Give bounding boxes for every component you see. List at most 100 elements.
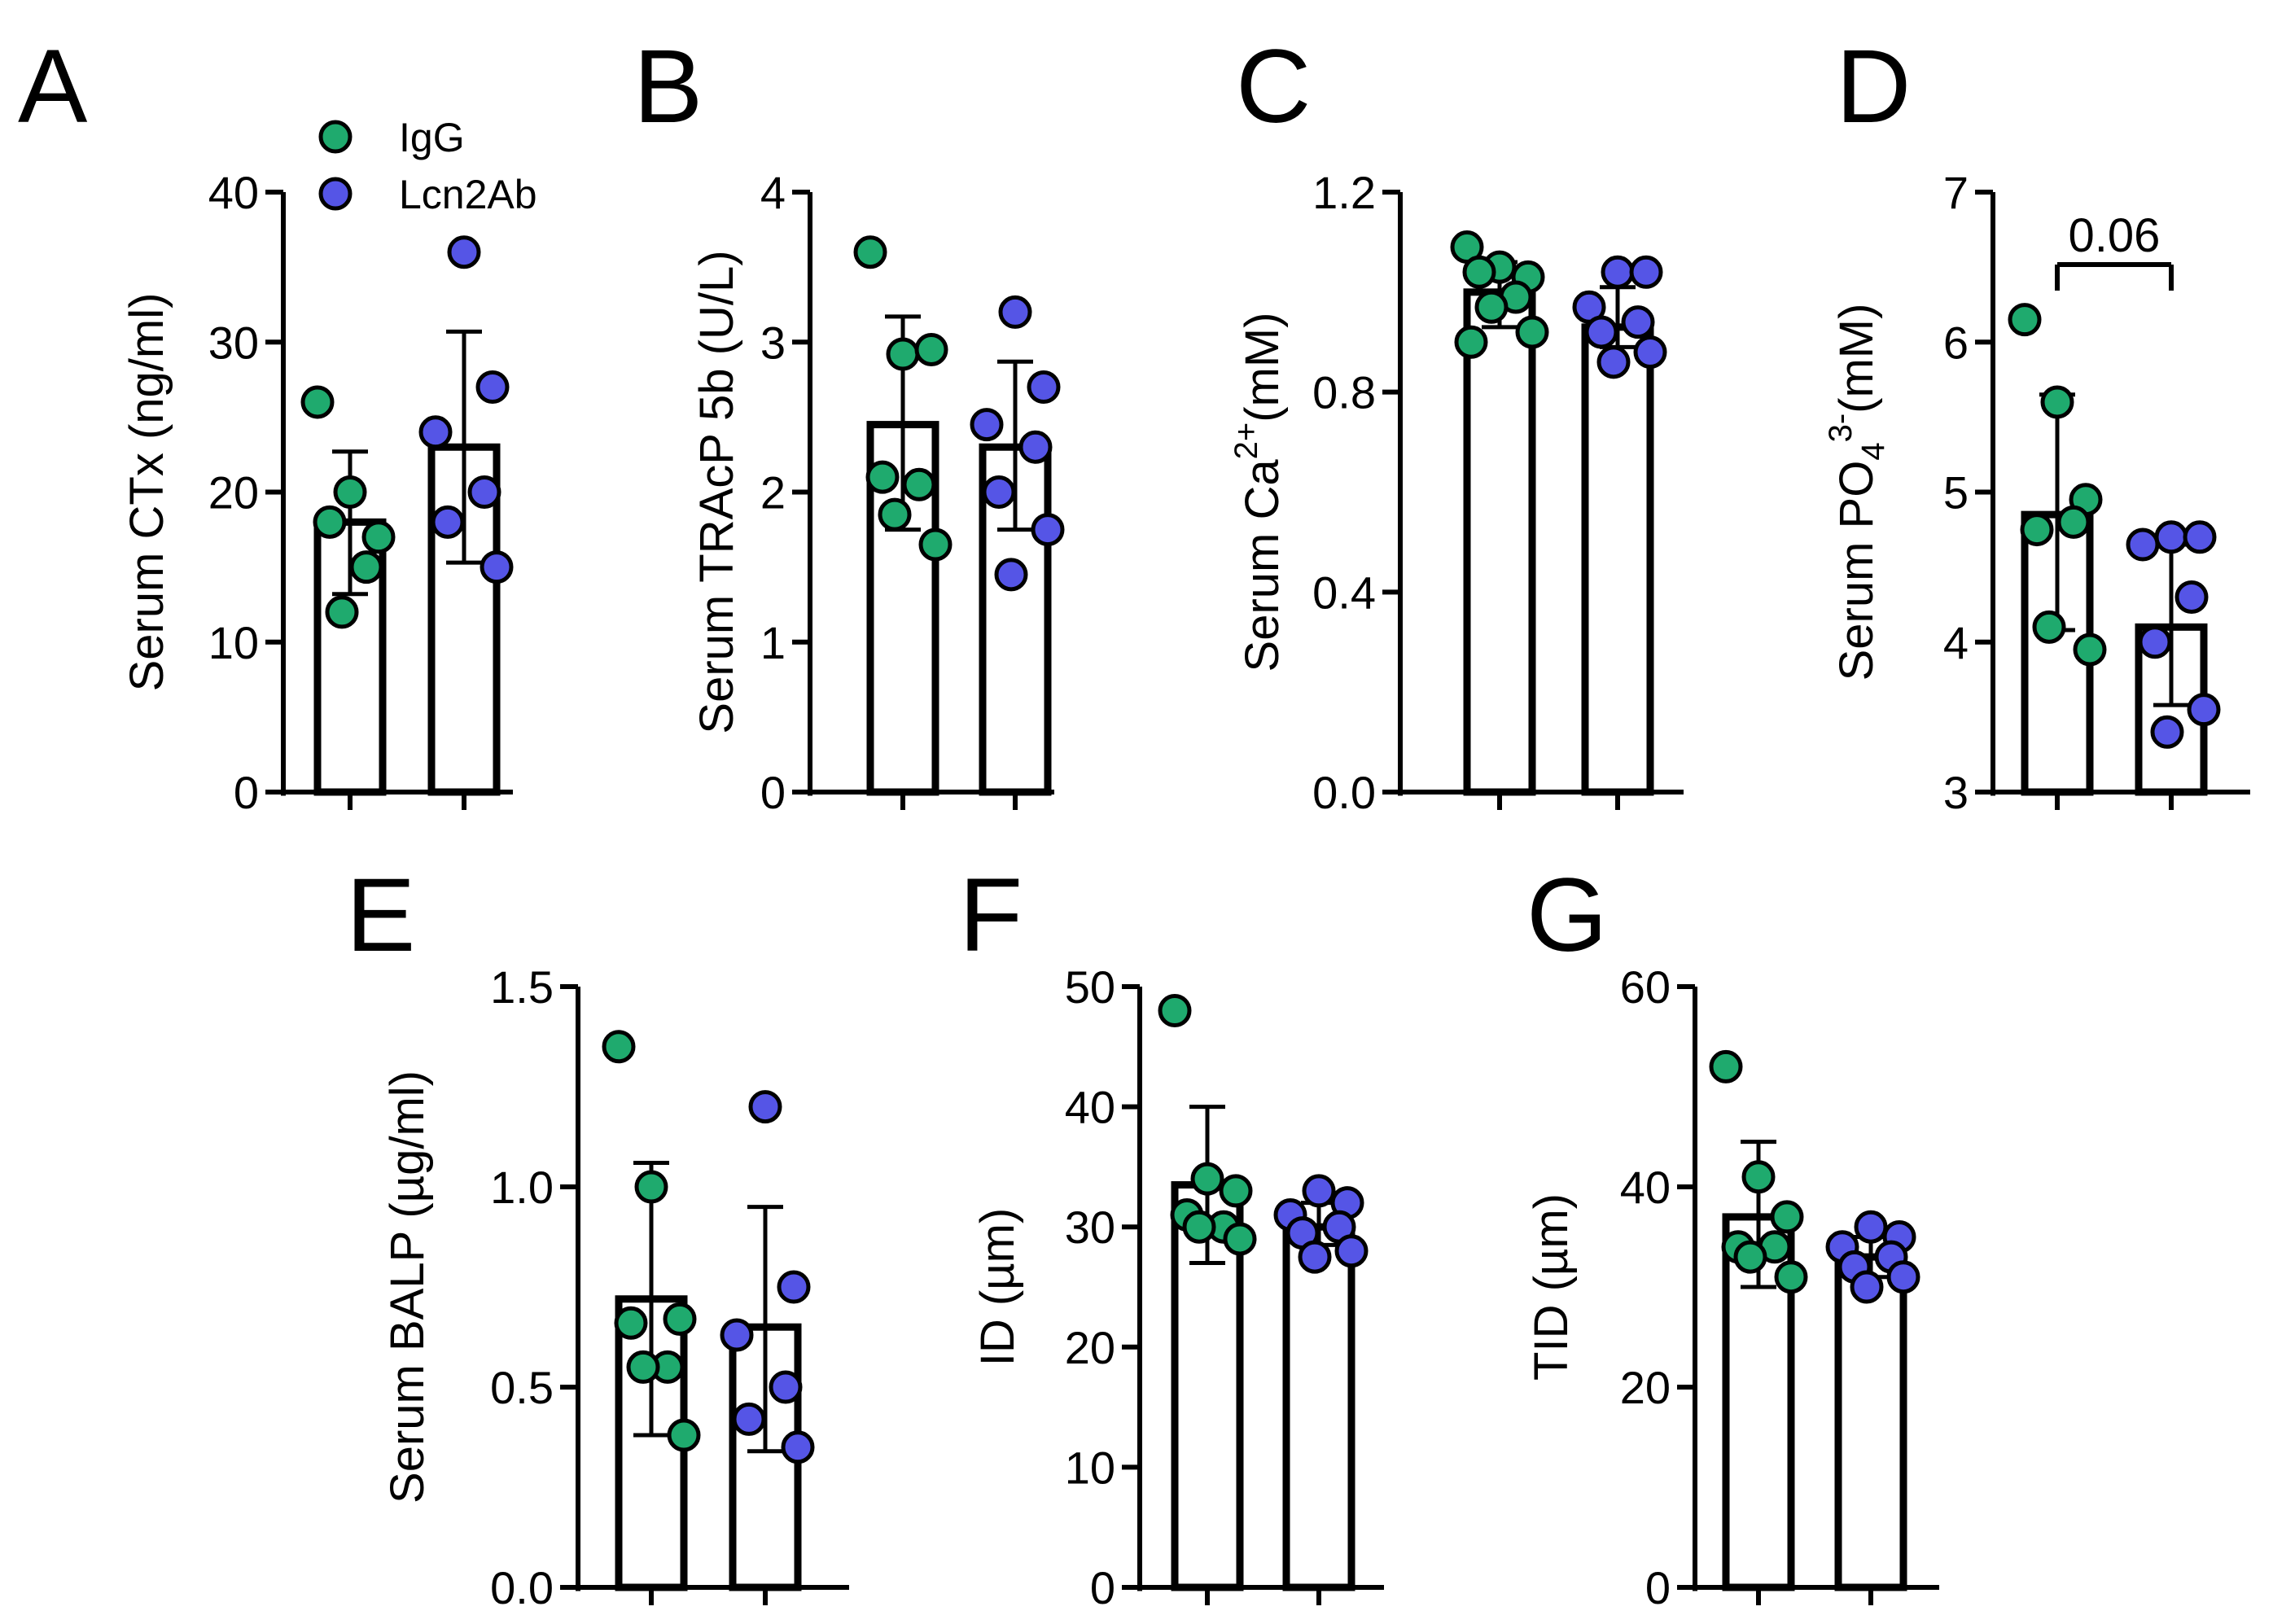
bar-lcn2ab [1286,1227,1351,1587]
data-point-igg [637,1172,666,1202]
data-point-igg [315,507,344,536]
data-point-lcn2ab [996,560,1026,589]
y-tick-label: 0 [760,767,786,818]
data-point-lcn2ab [1852,1272,1881,1302]
figure-canvas: A010203040Serum CTx (ng/ml)B01234Serum T… [0,0,2273,1624]
y-tick-label: 0.8 [1312,367,1376,418]
data-point-lcn2ab [433,507,462,536]
data-point-lcn2ab [482,553,511,582]
data-point-igg [327,598,357,627]
data-point-igg [2075,635,2104,664]
data-point-igg [2010,305,2039,335]
panel-g: G 0 20 40 60 TID (µm) [1525,857,1939,1613]
data-point-igg [2059,507,2088,536]
y-tick-label: 0 [1090,1562,1115,1613]
data-point-lcn2ab [1337,1237,1366,1266]
significance-label: 0.06 [2069,209,2161,262]
data-point-igg [1744,1162,1773,1192]
data-point-lcn2ab [972,410,1001,440]
y-axis-label: Serum Ca2+(mM) [1228,313,1289,672]
data-point-lcn2ab [1033,515,1062,545]
y-tick-label: 0 [234,767,259,818]
data-point-lcn2ab [2157,523,2186,552]
data-point-lcn2ab [2177,582,2206,611]
data-point-igg [868,462,897,492]
data-point-igg [1776,1263,1806,1292]
data-point-lcn2ab [779,1272,808,1302]
data-point-lcn2ab [984,478,1014,507]
data-point-igg [364,523,393,552]
data-point-lcn2ab [2140,628,2170,657]
data-point-igg [1772,1202,1802,1232]
data-point-igg [888,339,918,369]
data-point-lcn2ab [1856,1212,1885,1241]
data-point-igg [1736,1242,1765,1272]
y-axis-label: ID (µm) [971,1208,1024,1366]
y-tick-label: 1.5 [490,961,554,1013]
y-axis-label-unit: (mM) [1236,313,1289,422]
y-axis-label: Serum TRAcP 5b (U/L) [690,250,743,733]
data-point-lcn2ab [1021,432,1050,462]
bar-igg [1467,292,1532,792]
data-point-igg [880,500,909,529]
y-axis-label-text: TID (µm) [1525,1193,1578,1381]
y-tick-label: 0.0 [490,1562,554,1613]
data-point-igg [917,335,946,364]
data-point-igg [1185,1212,1214,1241]
y-tick-label: 0 [1645,1562,1671,1613]
data-point-lcn2ab [783,1433,812,1462]
data-point-lcn2ab [1587,317,1616,347]
data-point-igg [1456,327,1486,357]
data-point-igg [1221,1176,1250,1206]
y-axis-label-text: Serum PO [1830,461,1883,681]
data-point-lcn2ab [1001,297,1030,326]
data-point-lcn2ab [734,1404,764,1434]
bar-lcn2ab [1838,1257,1903,1587]
y-axis-label: Serum CTx (ng/ml) [120,293,173,692]
panel-letter: C [1236,28,1311,145]
y-tick-label: 1.2 [1312,167,1376,218]
y-tick-label: 0.5 [490,1362,554,1413]
y-tick-label: 3 [760,317,786,368]
data-point-igg [604,1032,633,1062]
data-point-igg [303,387,332,417]
panel-letter: E [346,857,415,974]
y-axis-label-unit: (mM) [1830,304,1883,414]
y-tick-label: 50 [1065,961,1115,1013]
legend-marker [321,179,350,208]
data-point-lcn2ab [1636,338,1665,367]
panel-letter: D [1836,28,1911,145]
y-tick-label: 1.0 [490,1162,554,1213]
bar-lcn2ab [1585,327,1650,792]
y-axis-label-text: Serum Ca [1236,459,1289,672]
data-point-lcn2ab [1599,348,1628,377]
data-point-lcn2ab [1623,308,1653,337]
data-point-lcn2ab [2189,695,2218,724]
data-point-lcn2ab [1603,257,1632,287]
y-tick-label: 20 [1065,1322,1115,1373]
panel-b: B01234Serum TRAcP 5b (U/L) [633,28,1062,818]
data-point-lcn2ab [751,1092,780,1122]
data-point-igg [1711,1052,1741,1081]
y-tick-label: 0.4 [1312,567,1376,618]
y-tick-label: 4 [1943,617,1969,668]
data-point-igg [2043,387,2072,417]
data-point-lcn2ab [2153,717,2182,746]
y-tick-label: 0.0 [1312,767,1376,818]
data-point-igg [1465,257,1494,287]
data-point-lcn2ab [478,373,507,402]
panel-f: F01020304050ID (µm) [959,857,1384,1613]
panel-c: C 0.0 0.4 0.8 1.2 Serum Ca2+(mM) [1228,28,1684,818]
data-point-igg [669,1420,699,1450]
y-tick-label: 30 [1065,1202,1115,1253]
data-point-lcn2ab [2185,523,2214,552]
y-tick-label: 5 [1943,467,1969,519]
data-point-igg [1518,317,1547,347]
data-point-lcn2ab [1631,257,1661,287]
data-point-lcn2ab [1889,1263,1918,1292]
y-tick-label: 40 [1065,1082,1115,1133]
y-tick-label: 10 [208,617,259,668]
y-axis-label-superscript: 3- [1823,414,1859,443]
y-tick-label: 6 [1943,317,1969,368]
